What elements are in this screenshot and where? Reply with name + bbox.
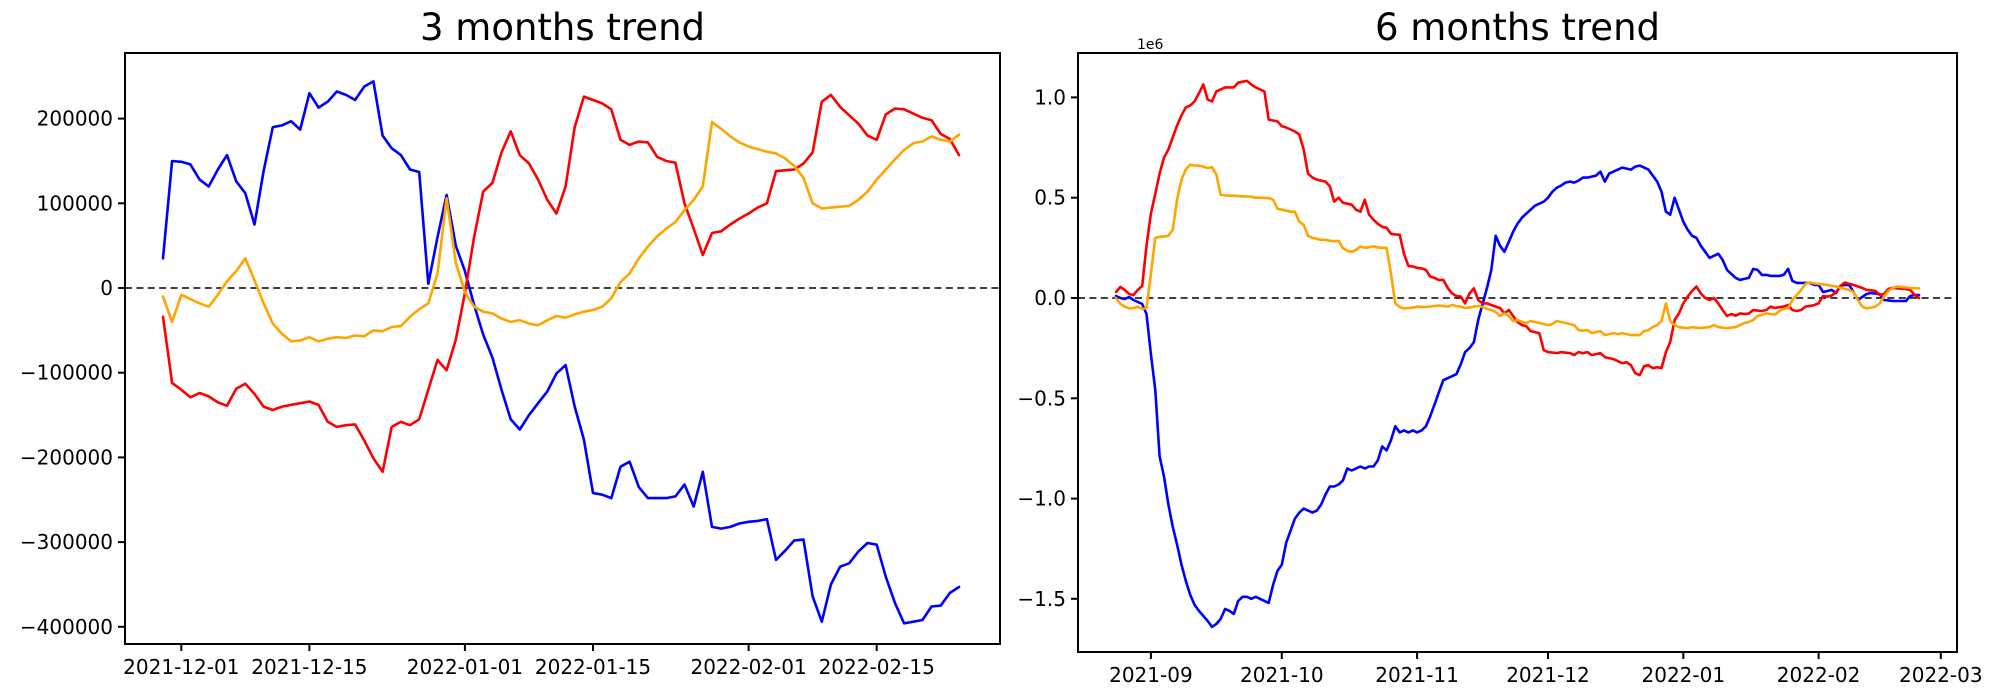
chart-3-months: 200000 100000 0 −100000 −200000 −300000 −40000… [20,6,1001,679]
series-red-line [161,93,961,474]
x-tick-label: 2021-09 [1109,663,1193,687]
x-tick-label: 2022-02 [1777,663,1861,687]
y-axis-offset-label: 1e6 [1137,37,1164,53]
series-red-line [1114,79,1921,377]
y-tick-label: −100000 [20,361,113,385]
chart-6-months: 1.0 0.5 0.0 −0.5 −1.0 −1.5 2021-09 2021-10 2021-… [1017,6,1982,687]
x-tick-label: 2021-12-15 [251,655,367,679]
y-tick-label: 1.0 [1034,85,1066,109]
series-orange-line [161,120,961,343]
series-orange-line [1114,163,1921,337]
plot-border [124,52,1001,645]
y-tick-label: 0 [100,276,113,300]
x-tick-label: 2022-01 [1642,663,1726,687]
x-tick-label: 2022-01-15 [535,655,651,679]
x-tick-label: 2022-01-01 [407,655,523,679]
plot-border [1077,52,1958,653]
y-tick-label: −200000 [20,445,113,469]
x-tick-label: 2022-03 [1899,663,1983,687]
series-blue-line [1114,164,1921,629]
x-tick-label: 2021-11 [1375,663,1459,687]
y-tick-label: −300000 [20,530,113,554]
y-tick-label: 0.0 [1034,286,1066,310]
y-tick-label: 0.5 [1034,186,1066,210]
y-tick-label: −400000 [20,615,113,639]
x-tick-label: 2022-02-15 [819,655,935,679]
x-tick-label: 2022-02-01 [690,655,806,679]
y-tick-label: −1.0 [1017,487,1066,511]
y-tick-label: −1.5 [1017,587,1066,611]
y-tick-label: 200000 [37,107,113,131]
x-tick-label: 2021-12 [1506,663,1590,687]
y-tick-label: −0.5 [1017,386,1066,410]
x-tick-label: 2021-12-01 [123,655,239,679]
x-tick-label: 2021-10 [1240,663,1324,687]
y-tick-label: 100000 [37,191,113,215]
chart-title: 6 months trend [1375,6,1660,49]
series-blue-line [161,80,961,625]
chart-title: 3 months trend [420,6,705,49]
